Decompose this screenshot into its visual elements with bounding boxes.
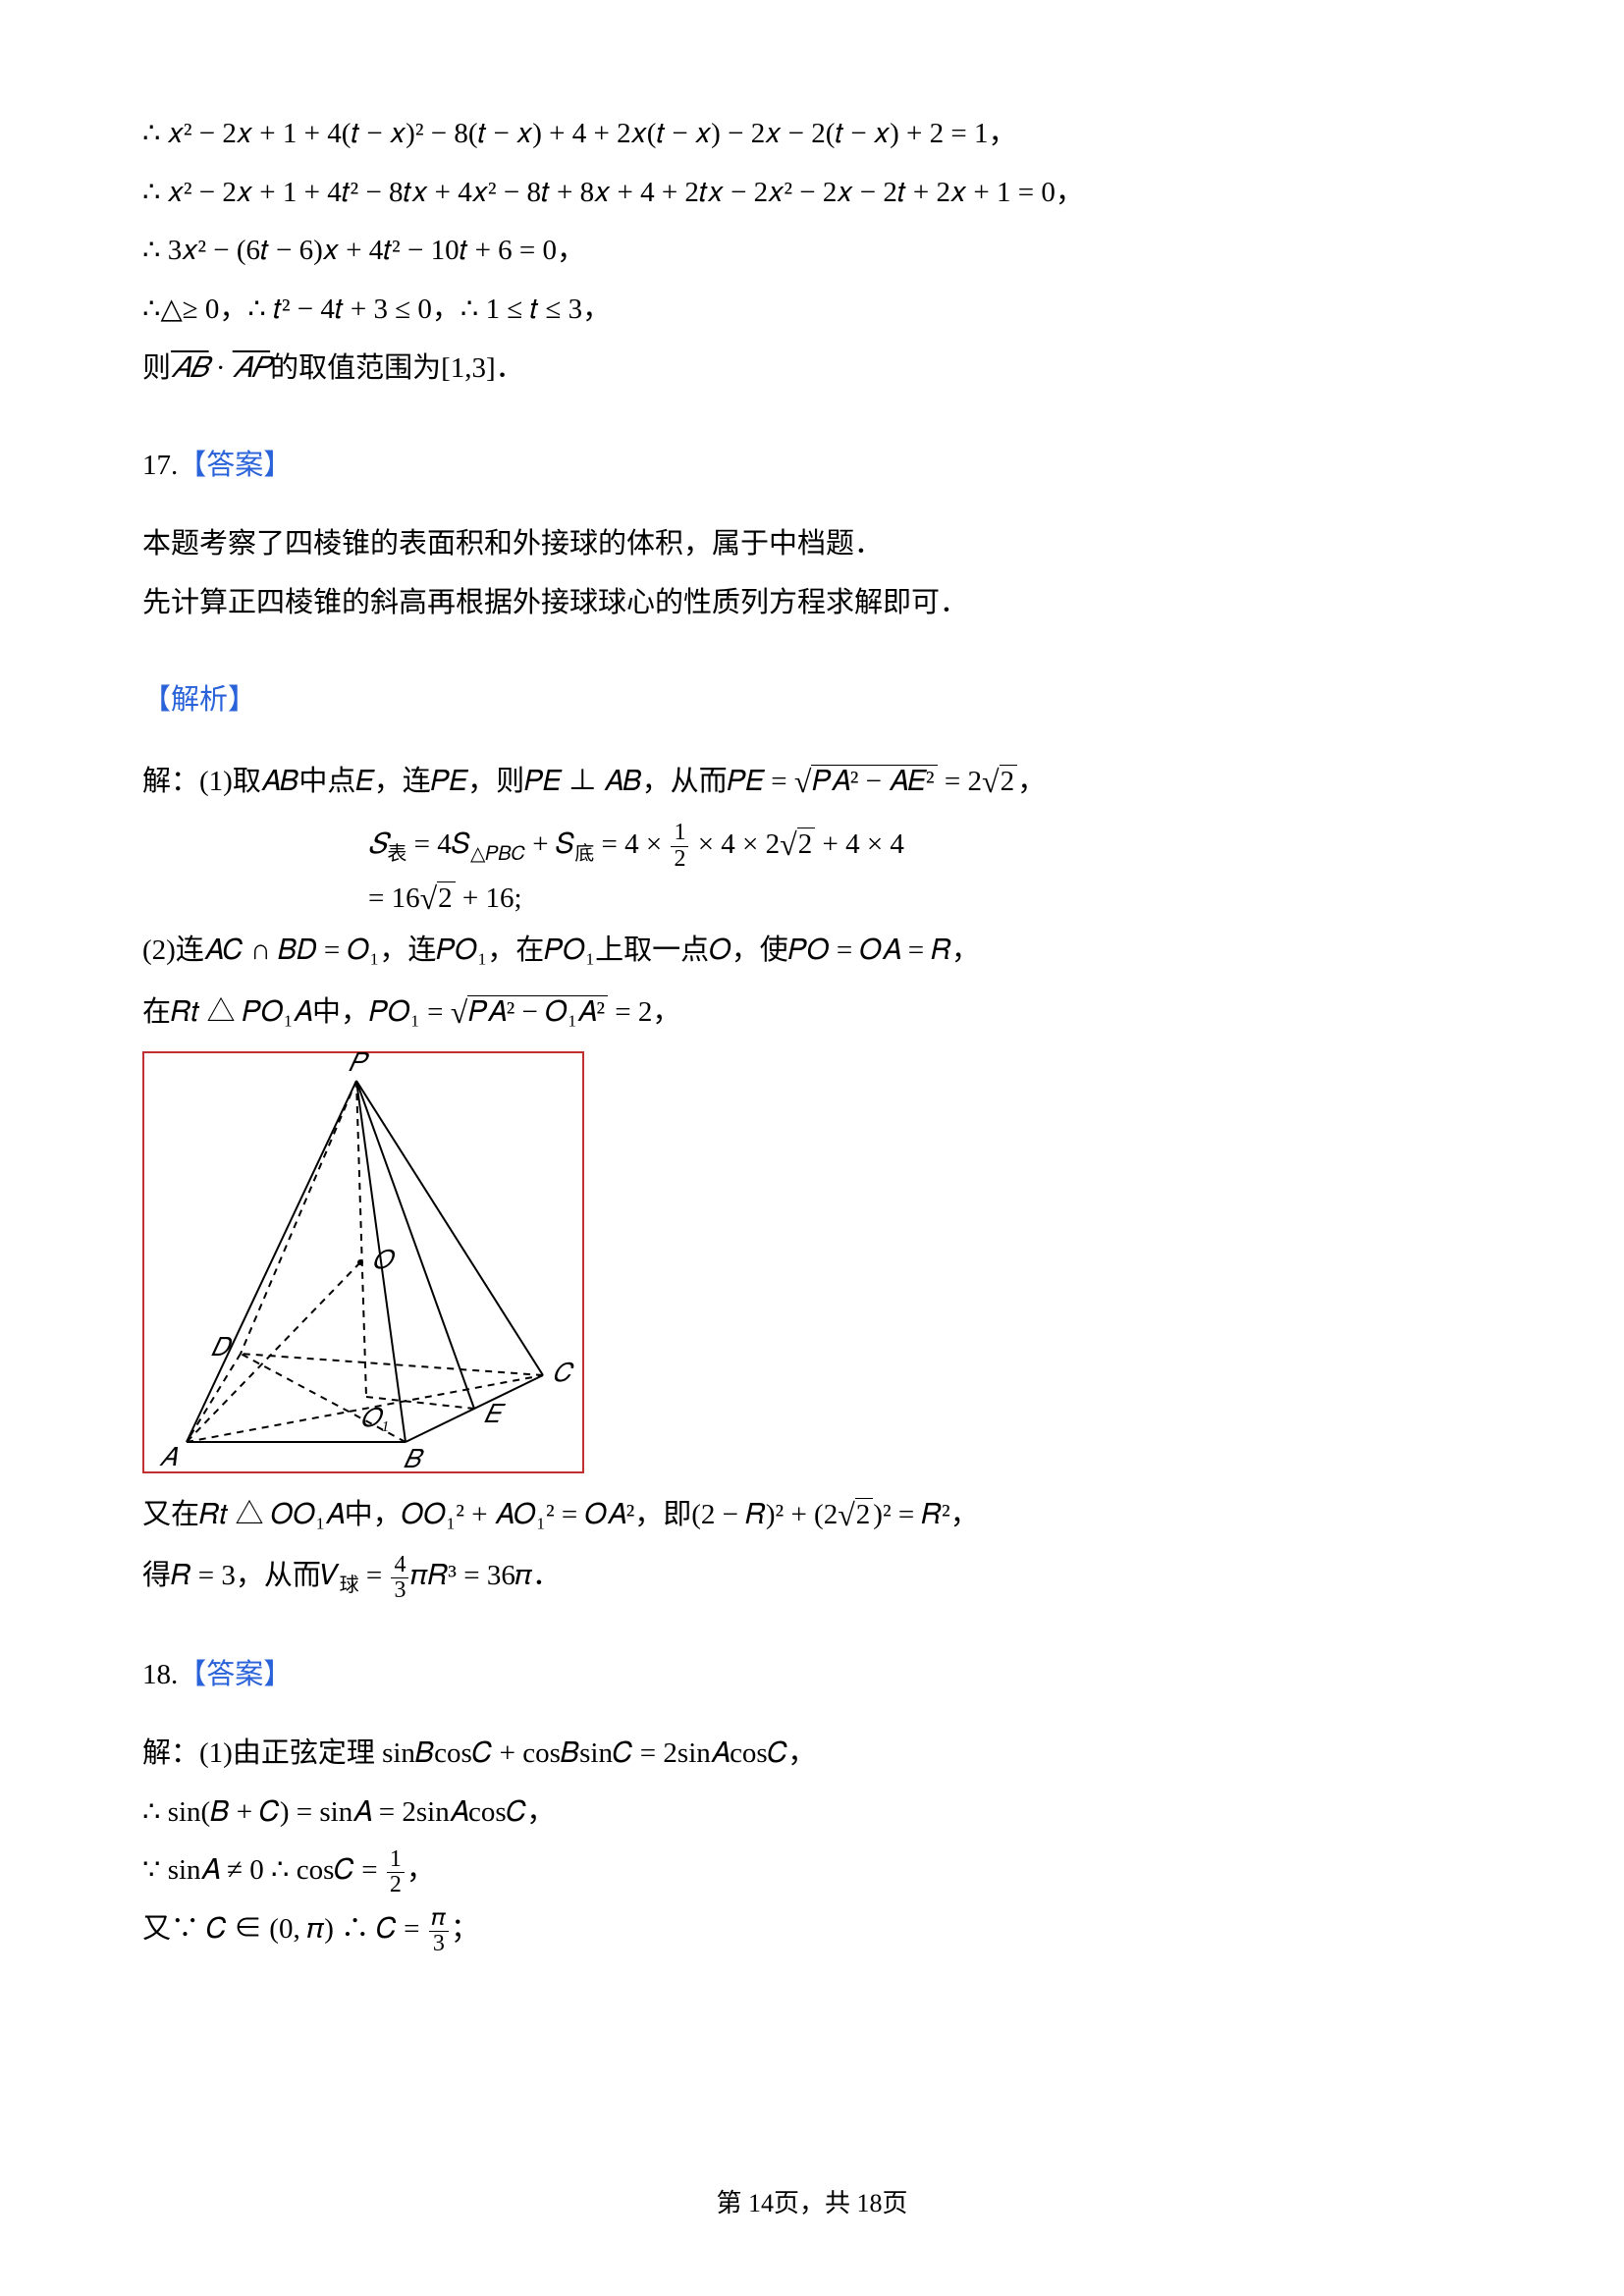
pyramid-diagram: 𝑃𝐴𝐵𝐶𝐷𝐸𝑂𝑂₁ bbox=[142, 1051, 1488, 1478]
fraction: 𝜋3 bbox=[429, 1906, 449, 1956]
sqrt-icon: √ bbox=[451, 994, 468, 1030]
q17-surface-area: 𝑆表 = 4𝑆△𝑃𝐵𝐶 + 𝑆底 = 4 × 12 × 4 × 2√2 + 4 … bbox=[368, 818, 1488, 925]
vec-prefix: 则 bbox=[142, 352, 171, 384]
q18-line-1: 解：(1)由正弦定理 sin𝐵cos𝐶 + cos𝐵sin𝐶 = 2sin𝐴co… bbox=[142, 1728, 1488, 1781]
sqrt-icon: √ bbox=[420, 881, 438, 916]
q17-desc-1: 本题考察了四棱锥的表面积和外接球的体积，属于中档题． bbox=[142, 518, 1488, 571]
eq-line-1: ∴ 𝑥² − 2𝑥 + 1 + 4(𝑡 − 𝑥)² − 8(𝑡 − 𝑥) + 4… bbox=[142, 108, 1488, 161]
q17-sol2-a: (2)连𝐴𝐶 ∩ 𝐵𝐷 = 𝑂₁，连𝑃𝑂₁，在𝑃𝑂₁上取一点𝑂，使𝑃𝑂 = 𝑂𝐴… bbox=[142, 925, 1488, 978]
fraction: 12 bbox=[671, 821, 688, 871]
fraction: 43 bbox=[391, 1553, 408, 1603]
svg-text:𝑂₁: 𝑂₁ bbox=[360, 1404, 389, 1432]
page-footer: 第 14页，共 18页 bbox=[0, 2183, 1624, 2219]
q17-sol1: 解：(1)取𝐴𝐵中点𝐸，连𝑃𝐸，则𝑃𝐸 ⊥ 𝐴𝐵，从而𝑃𝐸 = √𝑃𝐴² − 𝐴… bbox=[142, 753, 1488, 811]
eq-line-2: ∴ 𝑥² − 2𝑥 + 1 + 4𝑡² − 8𝑡𝑥 + 4𝑥² − 8𝑡 + 8… bbox=[142, 167, 1488, 220]
sqrt-icon: √ bbox=[838, 1497, 855, 1532]
q17-sol2-b: 在𝑅𝑡 △ 𝑃𝑂₁𝐴中，𝑃𝑂₁ = √𝑃𝐴² − 𝑂₁𝐴² = 2， bbox=[142, 984, 1488, 1041]
q17-after-diagram: 又在𝑅𝑡 △ 𝑂𝑂₁𝐴中，𝑂𝑂₁² + 𝐴𝑂₁² = 𝑂𝐴²，即(2 − 𝑅)²… bbox=[142, 1486, 1488, 1544]
vector-ap: 𝐴𝑃 bbox=[233, 352, 270, 384]
fraction: 12 bbox=[387, 1847, 405, 1897]
svg-text:𝐴: 𝐴 bbox=[159, 1443, 179, 1471]
sqrt-icon: √ bbox=[794, 764, 812, 799]
pyramid-svg: 𝑃𝐴𝐵𝐶𝐷𝐸𝑂𝑂₁ bbox=[142, 1051, 584, 1473]
eq-line-3: ∴ 3𝑥² − (6𝑡 − 6)𝑥 + 4𝑡² − 10𝑡 + 6 = 0， bbox=[142, 225, 1488, 278]
q17-analysis-header: 【解析】 bbox=[142, 676, 1488, 718]
q17-result: 得𝑅 = 3，从而𝑉球 = 43𝜋𝑅³ = 36𝜋． bbox=[142, 1550, 1488, 1604]
q18-answer-header: 18.【答案】 bbox=[142, 1651, 1488, 1692]
page-content: ∴ 𝑥² − 2𝑥 + 1 + 4(𝑡 − 𝑥)² − 8(𝑡 − 𝑥) + 4… bbox=[142, 108, 1488, 1962]
eq-line-4: ∴△≥ 0，∴ 𝑡² − 4𝑡 + 3 ≤ 0，∴ 1 ≤ 𝑡 ≤ 3， bbox=[142, 284, 1488, 337]
q17-answer-label: 【答案】 bbox=[178, 450, 292, 481]
vec-suffix: 的取值范围为[1,3]． bbox=[270, 352, 524, 384]
sqrt-icon: √ bbox=[982, 764, 1000, 799]
sqrt-icon: √ bbox=[780, 827, 797, 862]
q18-number: 18. bbox=[142, 1659, 178, 1690]
q17-answer-header: 17.【答案】 bbox=[142, 442, 1488, 483]
q17-desc-2: 先计算正四棱锥的斜高再根据外接球球心的性质列方程求解即可． bbox=[142, 577, 1488, 630]
q18-answer-label: 【答案】 bbox=[178, 1659, 292, 1690]
q18-line-3: ∵ sin𝐴 ≠ 0 ∴ cos𝐶 = 12， bbox=[142, 1844, 1488, 1897]
q18-line-2: ∴ sin(𝐵 + 𝐶) = sin𝐴 = 2sin𝐴cos𝐶， bbox=[142, 1787, 1488, 1840]
vector-range-line: 则𝐴𝐵 · 𝐴𝑃的取值范围为[1,3]． bbox=[142, 343, 1488, 396]
vector-ab: 𝐴𝐵 bbox=[171, 352, 209, 384]
q17-number: 17. bbox=[142, 450, 178, 481]
q18-line-4: 又∵ 𝐶 ∈ (0, 𝜋) ∴ 𝐶 = 𝜋3； bbox=[142, 1903, 1488, 1956]
